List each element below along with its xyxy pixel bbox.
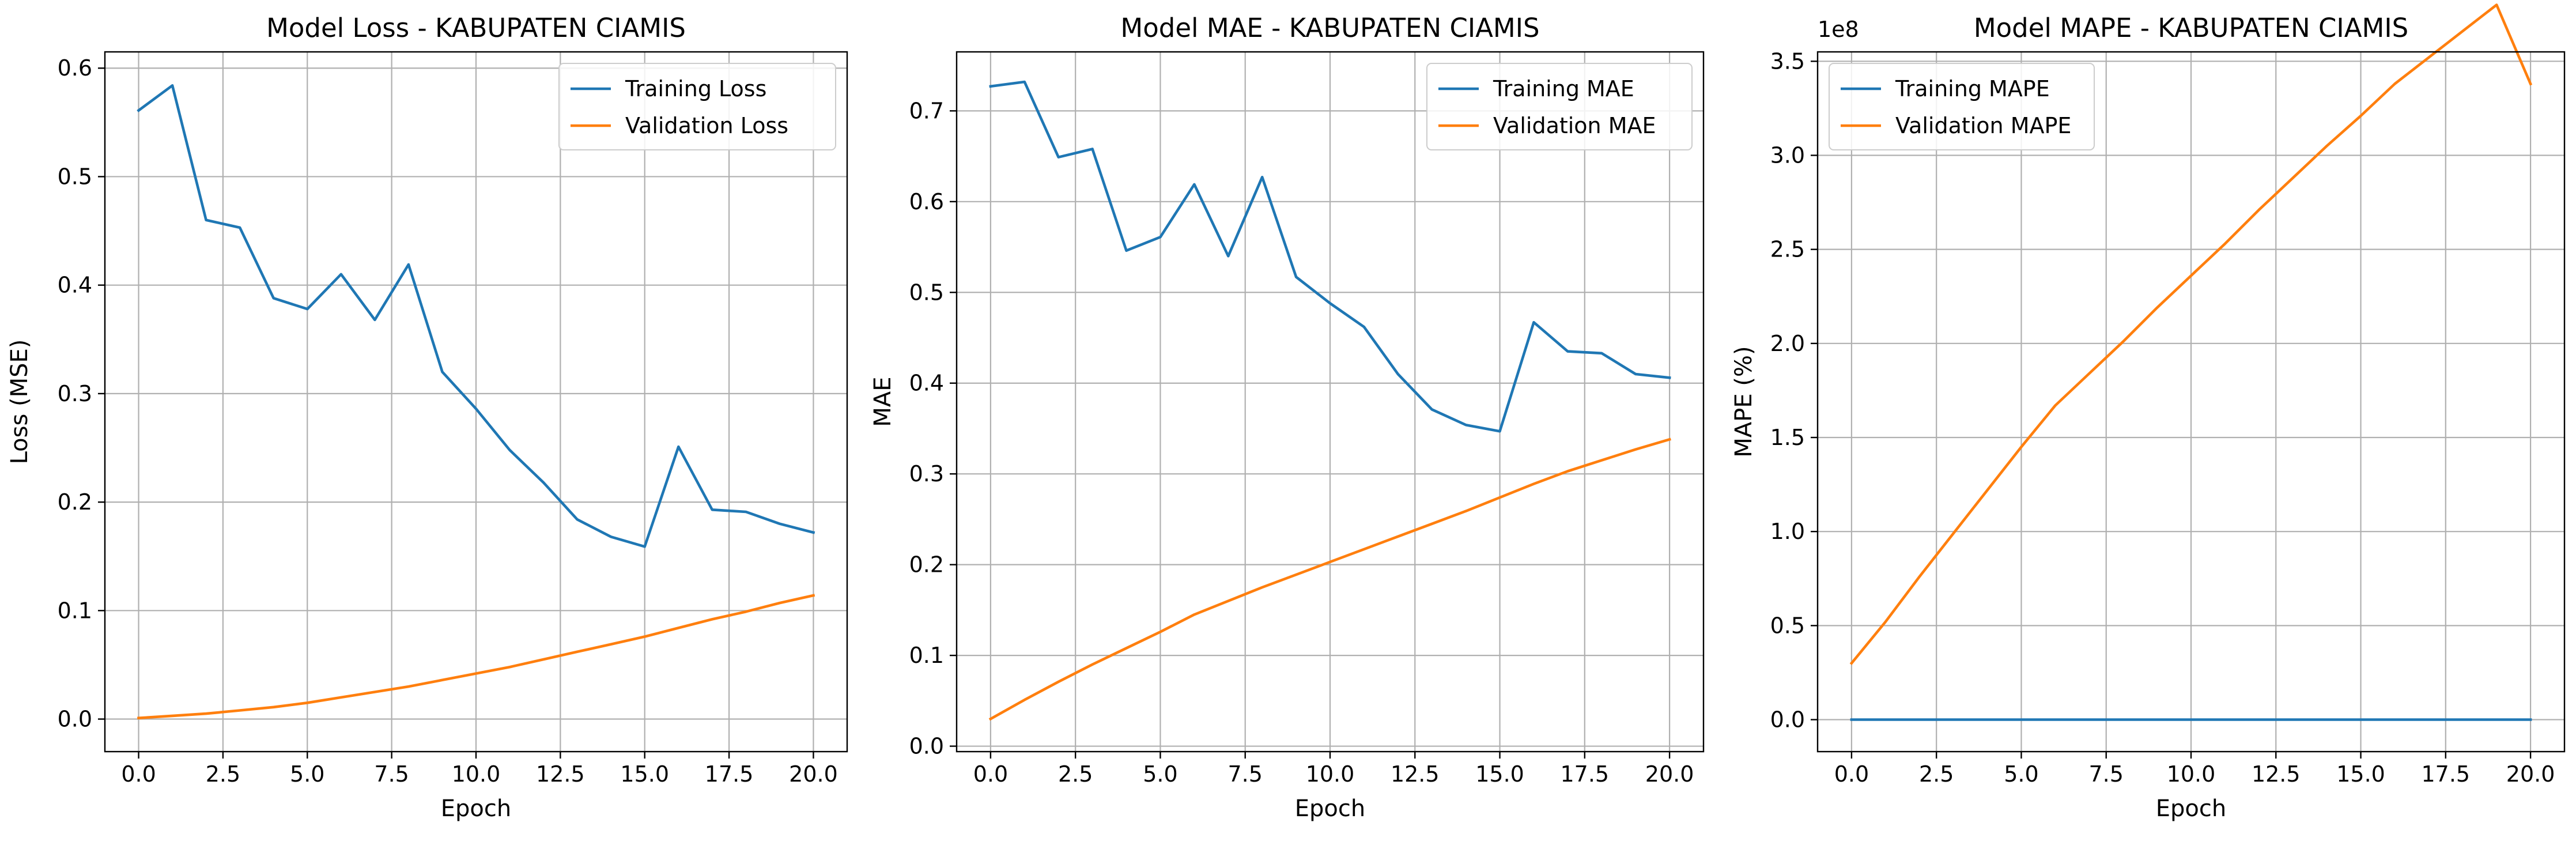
chart-title: Model Loss - KABUPATEN CIAMIS [266,13,686,43]
y-tick-label: 2.0 [1770,331,1805,356]
y-tick-label: 0.2 [909,552,944,578]
x-tick-label: 20.0 [1645,761,1694,787]
legend-box [1426,63,1693,150]
axis-offset-text: 1e8 [1818,17,1859,42]
legend: Training MAPE Validation MAPE [1829,63,2095,150]
x-tick-label: 10.0 [2167,761,2216,787]
series-line-2 [137,594,815,720]
x-tick-label: 15.0 [1475,761,1524,787]
y-axis-label: MAE [870,376,896,427]
x-tick-label: 2.5 [1919,761,1954,787]
y-tick-label: 0.1 [58,598,92,623]
x-axis-label: Epoch [441,795,511,822]
y-tick-label: 1.0 [1770,519,1805,544]
legend-box [558,63,836,150]
x-axis-label: Epoch [1295,795,1365,822]
chart-panel-3: 0.0 2.5 5.0 7.5 10.0 12.5 15.0 17.5 20.0 0.0 0.5 1.… [1731,3,2566,822]
y-tick-label: 2.5 [1770,237,1805,262]
y-axis-label: MAPE (%) [1731,346,1757,457]
x-tick-label: 17.5 [1561,761,1610,787]
x-tick-label: 0.0 [973,761,1008,787]
x-tick-label: 5.0 [1143,761,1177,787]
y-tick-label: 0.4 [58,273,92,298]
y-tick-label: 0.4 [909,371,944,396]
x-tick-label: 7.5 [374,761,409,787]
legend-label: Training MAPE [1895,76,2050,101]
x-tick-label: 0.0 [1834,761,1869,787]
chart-panel-1: 0.0 2.5 5.0 7.5 10.0 12.5 15.0 17.5 20.0 0.0 0.1 0.… [6,13,848,822]
chart-title: Model MAE - KABUPATEN CIAMIS [1120,13,1539,43]
y-tick-label: 0.0 [58,707,92,732]
y-tick-label: 0.6 [58,55,92,81]
x-tick-label: 12.5 [536,761,585,787]
y-tick-label: 0.0 [1770,707,1805,733]
x-tick-label: 2.5 [1058,761,1093,787]
x-tick-label: 12.5 [1391,761,1440,787]
x-tick-label: 7.5 [1228,761,1263,787]
series-line-1 [989,80,1671,433]
y-tick-label: 0.0 [909,734,944,759]
legend-label: Training MAE [1493,76,1634,101]
x-tick-label: 2.5 [206,761,240,787]
x-tick-label: 12.5 [2252,761,2301,787]
y-tick-label: 0.3 [58,381,92,406]
x-tick-label: 17.5 [705,761,754,787]
x-tick-label: 20.0 [2506,761,2555,787]
series-line-1 [137,84,815,548]
series-line-2 [988,437,1671,721]
x-tick-label: 20.0 [789,761,838,787]
legend: Training MAE Validation MAE [1426,63,1693,150]
legend-label: Validation MAPE [1895,113,2071,138]
x-tick-label: 5.0 [2004,761,2038,787]
x-tick-label: 5.0 [290,761,324,787]
chart-panel-2: 0.0 2.5 5.0 7.5 10.0 12.5 15.0 17.5 20.0 0.0 0.1 0.… [870,13,1705,822]
x-axis-label: Epoch [2156,795,2226,822]
x-tick-label: 0.0 [121,761,156,787]
y-tick-label: 3.5 [1770,48,1805,74]
legend-box [1829,63,2095,150]
legend: Training Loss Validation Loss [558,63,836,150]
chart-title: Model MAPE - KABUPATEN CIAMIS [1974,13,2408,43]
y-tick-label: 0.5 [1770,613,1805,638]
x-tick-label: 10.0 [452,761,501,787]
y-tick-label: 3.0 [1770,142,1805,168]
y-axis-label: Loss (MSE) [6,339,33,465]
series-line-2 [1849,3,2533,665]
y-tick-label: 0.7 [909,98,944,123]
legend-label: Validation MAE [1493,113,1656,138]
y-tick-label: 0.5 [909,280,944,305]
y-tick-label: 0.6 [909,189,944,214]
x-tick-label: 10.0 [1306,761,1355,787]
y-tick-label: 0.3 [909,461,944,486]
x-tick-label: 17.5 [2422,761,2471,787]
y-tick-label: 0.5 [58,164,92,189]
y-tick-label: 1.5 [1770,425,1805,450]
legend-label: Training Loss [625,76,766,101]
y-tick-label: 0.1 [909,643,944,668]
legend-label: Validation Loss [625,113,788,138]
x-tick-label: 15.0 [2336,761,2385,787]
x-tick-label: 7.5 [2089,761,2124,787]
x-tick-label: 15.0 [620,761,669,787]
y-tick-label: 0.2 [58,489,92,515]
